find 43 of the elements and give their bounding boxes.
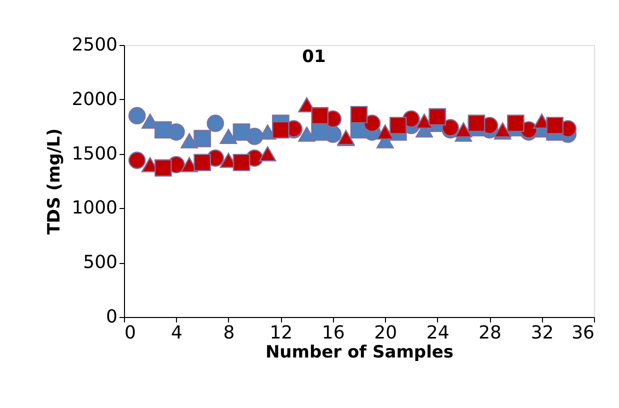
- point: [128, 152, 146, 169]
- y-tick-label: 2000: [72, 88, 118, 110]
- point: [363, 114, 381, 132]
- y-tick-label: 1500: [72, 143, 118, 164]
- point: [416, 114, 433, 129]
- point: [154, 121, 172, 139]
- y-axis-title: TDS (mg/L): [44, 128, 65, 235]
- x-tick-label: 28: [478, 322, 502, 344]
- x-tick-label: 32: [530, 322, 554, 344]
- point: [194, 154, 211, 172]
- x-tick-label: 20: [374, 322, 398, 344]
- y-tick-label: 0: [106, 306, 118, 328]
- x-tick-label: 12: [270, 322, 293, 344]
- y-tick-label: 1000: [72, 198, 118, 219]
- x-axis-title: Number of Samples: [265, 342, 454, 362]
- chart-title: 01: [302, 47, 326, 67]
- point: [428, 108, 446, 126]
- y-tick-label: 2500: [72, 34, 118, 56]
- x-tick-label: 36: [572, 322, 594, 344]
- point: [350, 106, 368, 124]
- point: [390, 116, 407, 134]
- x-tick-label: 8: [223, 322, 235, 344]
- point: [232, 123, 250, 141]
- point: [272, 121, 290, 139]
- point: [311, 123, 328, 141]
- point: [194, 130, 211, 148]
- point: [468, 114, 486, 132]
- point: [376, 124, 394, 140]
- point: [154, 159, 172, 177]
- point: [206, 114, 224, 132]
- x-tick-label: 0: [124, 322, 136, 344]
- point: [220, 128, 238, 144]
- x-tick-label: 24: [426, 322, 450, 344]
- x-tick-label: 16: [322, 322, 345, 344]
- x-tick-label: 4: [170, 322, 182, 344]
- point: [546, 116, 564, 134]
- y-tick-label: 500: [83, 252, 118, 274]
- point: [454, 122, 472, 138]
- point: [232, 154, 250, 172]
- point: [128, 107, 146, 124]
- point: [311, 107, 328, 124]
- point: [258, 146, 276, 162]
- point: [507, 114, 524, 132]
